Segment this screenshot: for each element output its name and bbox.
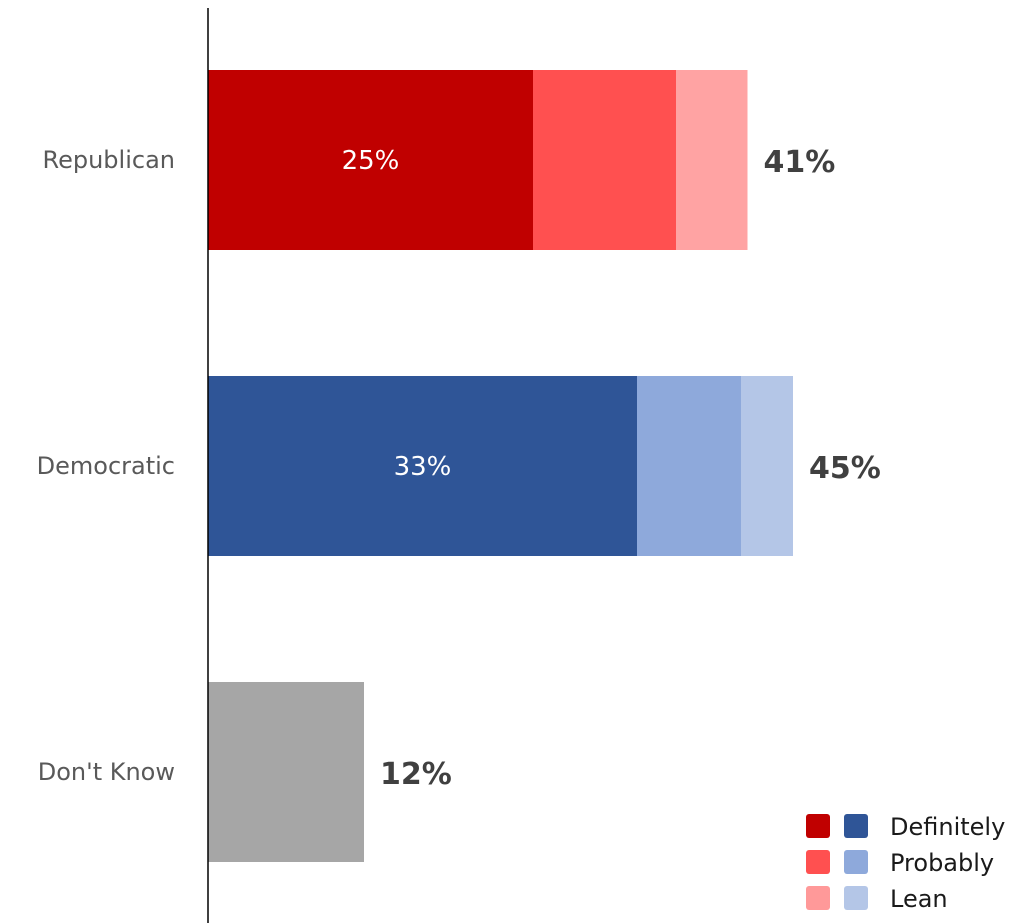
- bar-segment-definitely-0: [208, 70, 533, 250]
- legend-label-definitely: Definitely: [890, 813, 1005, 841]
- total-labels: 41% 45% 12%: [380, 145, 881, 792]
- legend-swatch-definitely-0: [806, 814, 830, 838]
- category-label-0: Republican: [43, 146, 176, 174]
- category-labels: Republican Democratic Don't Know: [37, 146, 175, 786]
- total-label-1: 45%: [809, 451, 881, 486]
- category-label-1: Democratic: [37, 452, 175, 480]
- bar-segment-lean-1: [741, 376, 793, 556]
- legend-swatch-lean-0: [806, 886, 830, 910]
- total-label-0: 41%: [764, 145, 836, 180]
- legend-swatch-definitely-1: [844, 814, 868, 838]
- bar-value-label-1: 33%: [394, 452, 452, 482]
- legend-swatch-probably-1: [844, 850, 868, 874]
- legend: Definitely Probably Lean: [806, 813, 1005, 913]
- legend-swatch-probably-0: [806, 850, 830, 874]
- bar-segment-definitely-1: [208, 376, 637, 556]
- bar-segment-lean-0: [676, 70, 748, 250]
- bar-segment-definitely-2: [208, 682, 364, 862]
- bars-layer: [208, 70, 793, 862]
- legend-swatch-lean-1: [844, 886, 868, 910]
- bar-segment-probably-1: [637, 376, 741, 556]
- legend-label-lean: Lean: [890, 885, 948, 913]
- bar-value-labels: 25% 33%: [342, 146, 452, 482]
- bar-value-label-0: 25%: [342, 146, 400, 176]
- bar-segment-probably-0: [533, 70, 676, 250]
- category-label-2: Don't Know: [38, 758, 175, 786]
- total-label-2: 12%: [380, 757, 452, 792]
- legend-label-probably: Probably: [890, 849, 994, 877]
